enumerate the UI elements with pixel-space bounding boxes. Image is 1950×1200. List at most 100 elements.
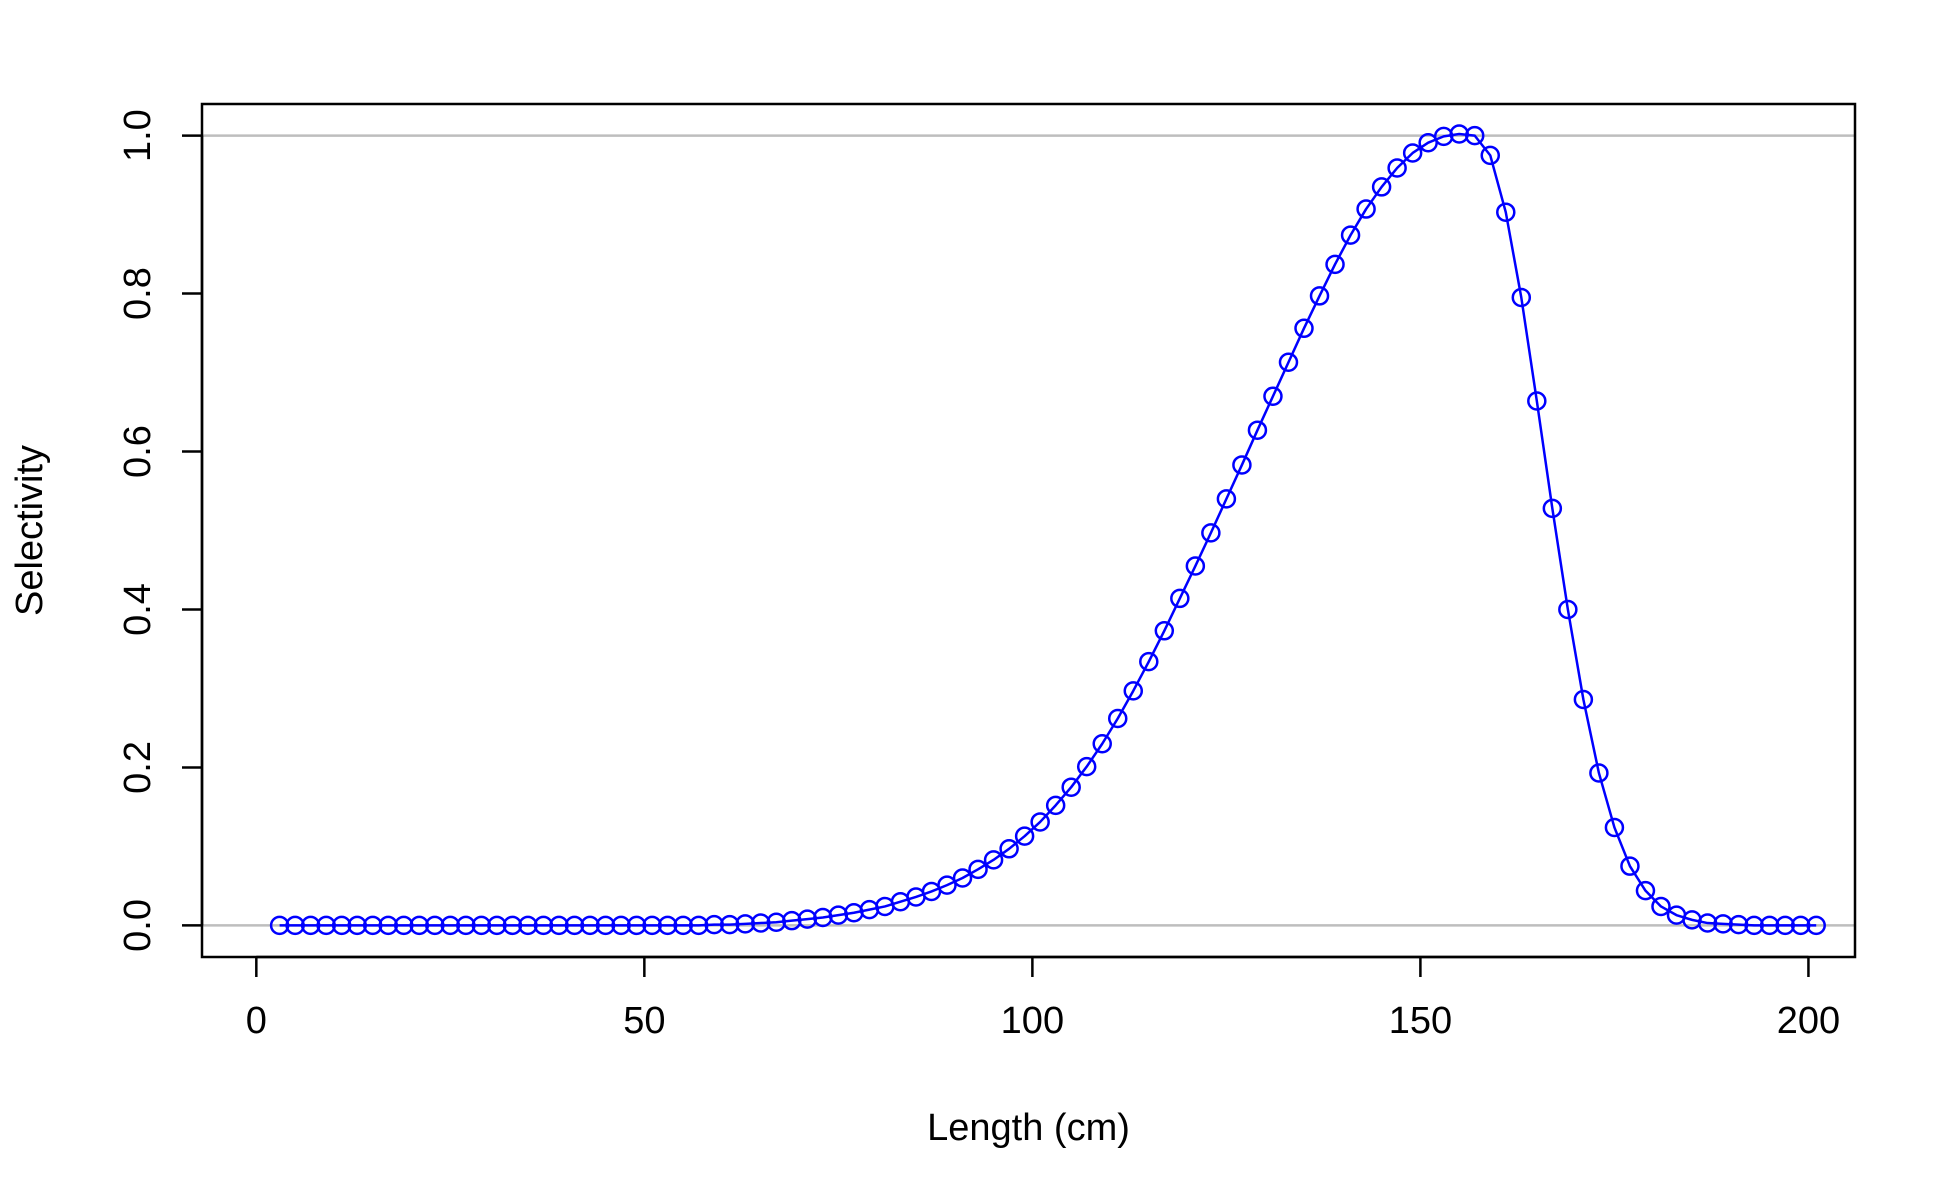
data-point	[642, 915, 662, 936]
data-point	[1139, 651, 1159, 672]
data-point	[1542, 498, 1563, 519]
data-point	[626, 915, 647, 936]
data-point	[425, 915, 445, 936]
data-point	[782, 910, 802, 931]
x-tick-label: 100	[1001, 1000, 1064, 1042]
data-point	[1496, 202, 1516, 222]
data-point	[595, 915, 616, 936]
data-point	[1402, 143, 1423, 163]
data-point	[285, 915, 305, 936]
data-point	[1744, 915, 1764, 936]
data-point	[751, 913, 771, 933]
data-point	[735, 914, 755, 934]
series-layer	[269, 124, 1826, 936]
y-axis: 0.0 0.2 0.4 0.6 0.8 1.0	[117, 109, 204, 952]
data-point	[657, 915, 678, 936]
data-point	[394, 915, 414, 936]
data-point	[937, 875, 957, 895]
data-point	[1045, 795, 1066, 816]
x-tick-label: 200	[1777, 1000, 1840, 1042]
data-point	[347, 915, 367, 936]
data-point	[518, 915, 538, 936]
data-point	[1728, 914, 1749, 935]
data-point	[1185, 556, 1206, 576]
data-point	[1806, 915, 1826, 936]
data-point	[1604, 817, 1625, 838]
data-point	[1294, 318, 1314, 339]
data-point	[1216, 489, 1237, 509]
data-point	[1387, 158, 1407, 178]
data-point	[1697, 913, 1718, 933]
data-point	[766, 912, 787, 932]
data-point	[1107, 708, 1128, 729]
data-point	[719, 914, 740, 935]
data-point	[1014, 826, 1035, 846]
data-point	[1076, 756, 1097, 777]
data-point	[1480, 145, 1501, 166]
data-point	[316, 915, 336, 936]
data-point	[1309, 286, 1330, 306]
data-point	[1558, 599, 1578, 620]
data-point	[1325, 254, 1345, 275]
data-point	[797, 909, 818, 929]
y-tick-label: 0.0	[117, 899, 159, 952]
data-point	[471, 915, 492, 936]
data-point	[673, 915, 693, 936]
y-tick-label: 0.4	[117, 583, 159, 636]
data-point	[1030, 812, 1050, 832]
data-point	[487, 915, 507, 936]
data-point	[1247, 420, 1268, 440]
y-tick-label: 0.8	[117, 267, 159, 320]
x-tick-label: 0	[246, 1000, 267, 1042]
data-point	[1449, 124, 1469, 144]
data-point	[999, 839, 1019, 859]
data-point	[704, 914, 724, 935]
x-tick-label: 50	[623, 1000, 665, 1042]
data-point	[952, 868, 973, 888]
y-tick-label: 1.0	[117, 109, 159, 162]
data-point	[968, 859, 988, 880]
data-point	[549, 915, 569, 936]
data-point	[1356, 199, 1376, 219]
data-point	[1263, 386, 1283, 406]
data-point	[1340, 225, 1361, 245]
data-point	[300, 915, 321, 936]
reference-lines	[202, 134, 1855, 927]
data-point	[1232, 455, 1252, 475]
data-point	[409, 915, 430, 936]
y-axis-title: Selectivity	[9, 445, 51, 616]
data-point	[1651, 896, 1671, 917]
data-point	[331, 915, 352, 936]
data-point	[1589, 763, 1609, 783]
data-point	[1527, 391, 1547, 411]
data-point	[1464, 125, 1485, 146]
x-axis-title: Length (cm)	[927, 1107, 1130, 1149]
data-point	[1371, 177, 1392, 197]
y-tick-label: 0.6	[117, 425, 159, 478]
data-point	[456, 915, 476, 936]
data-point	[1759, 915, 1780, 936]
data-point	[611, 915, 631, 936]
y-tick-label: 0.2	[117, 741, 159, 794]
data-point	[362, 915, 383, 936]
data-point	[1713, 914, 1733, 934]
data-point	[1154, 621, 1175, 641]
data-point	[1775, 915, 1795, 936]
data-point	[269, 915, 290, 936]
data-point	[1092, 734, 1112, 754]
data-point	[1511, 287, 1532, 308]
x-axis: 0 50 100 150 200	[246, 955, 1840, 1042]
data-point	[1201, 523, 1221, 543]
data-point	[1635, 880, 1656, 901]
data-point	[1573, 689, 1594, 710]
data-point	[564, 915, 585, 936]
data-point	[1620, 856, 1640, 876]
data-point	[502, 915, 523, 936]
data-point	[983, 850, 1004, 870]
data-point	[580, 915, 600, 936]
data-point	[688, 915, 709, 936]
data-point	[1278, 352, 1299, 373]
data-point	[1790, 915, 1811, 936]
data-point	[378, 915, 399, 936]
